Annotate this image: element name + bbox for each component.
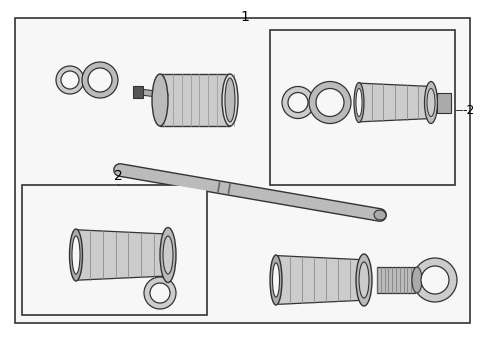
Ellipse shape — [359, 262, 369, 298]
Ellipse shape — [354, 82, 364, 122]
Circle shape — [56, 66, 84, 94]
Circle shape — [421, 266, 449, 294]
Ellipse shape — [374, 210, 386, 220]
Bar — [15, 18, 470, 323]
Bar — [160, 74, 230, 126]
Polygon shape — [360, 83, 430, 122]
Bar — [437, 93, 451, 113]
Circle shape — [288, 93, 308, 113]
Ellipse shape — [424, 81, 438, 123]
Bar — [22, 185, 207, 315]
Ellipse shape — [163, 236, 173, 274]
Circle shape — [144, 277, 176, 309]
Ellipse shape — [427, 89, 435, 117]
Circle shape — [88, 68, 112, 92]
Ellipse shape — [356, 254, 372, 306]
Ellipse shape — [70, 229, 82, 281]
Circle shape — [150, 283, 170, 303]
Bar — [270, 30, 455, 185]
Circle shape — [316, 89, 344, 117]
Text: -2: -2 — [462, 104, 474, 117]
Ellipse shape — [225, 78, 235, 122]
Circle shape — [413, 258, 457, 302]
Circle shape — [309, 81, 351, 123]
Ellipse shape — [272, 263, 279, 297]
Circle shape — [82, 62, 118, 98]
Ellipse shape — [356, 89, 362, 117]
Text: 1: 1 — [241, 10, 249, 24]
Ellipse shape — [160, 228, 176, 283]
Circle shape — [282, 86, 314, 118]
Ellipse shape — [152, 74, 168, 126]
Bar — [133, 86, 143, 98]
Polygon shape — [77, 230, 167, 280]
Ellipse shape — [412, 267, 422, 293]
Ellipse shape — [222, 74, 238, 126]
Polygon shape — [277, 256, 363, 304]
Ellipse shape — [270, 255, 282, 305]
Ellipse shape — [72, 236, 80, 274]
Text: 2: 2 — [114, 169, 122, 183]
Bar — [377, 267, 415, 293]
Circle shape — [61, 71, 79, 89]
